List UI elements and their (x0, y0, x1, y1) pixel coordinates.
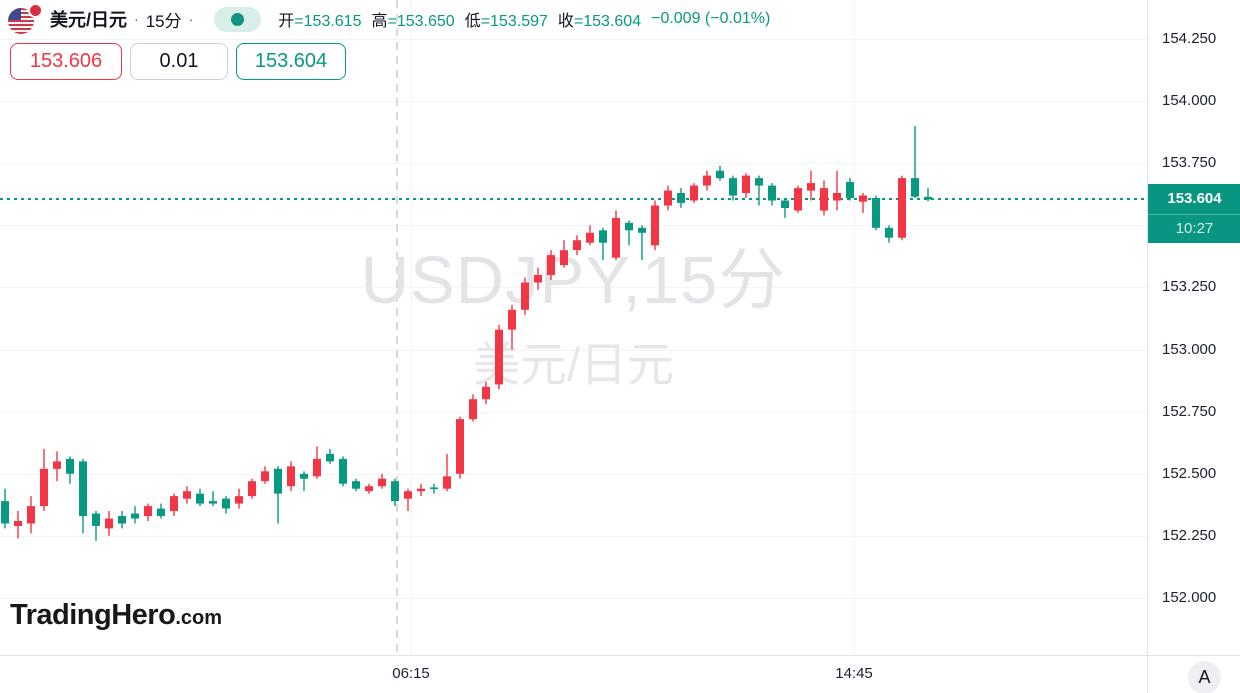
price-axis-label: 154.000 (1162, 92, 1217, 109)
gridline-vertical (411, 0, 412, 655)
buy-ask-button[interactable]: 153.604 (236, 43, 346, 80)
gridline-horizontal (0, 101, 1147, 102)
market-status-green-dot-icon (231, 12, 245, 26)
price-axis-label: 152.000 (1162, 589, 1217, 606)
candlestick-series (1, 126, 932, 541)
last-price-dotted-line (0, 198, 1147, 200)
ohlc-item: 高=153.650 (371, 13, 455, 30)
gridline-horizontal (0, 598, 1147, 599)
gridline-horizontal (0, 39, 1147, 40)
interval-label[interactable]: 15分 (145, 11, 182, 31)
ohlc-item: 收=153.604 (557, 13, 642, 30)
auto-scale-button[interactable]: A (1188, 661, 1221, 693)
price-axis-label: 153.750 (1162, 154, 1217, 171)
axis-corner-divider (1147, 656, 1148, 693)
last-price-value: 153.604 (1167, 190, 1222, 207)
usdjpy-pair-flag-icon (8, 3, 44, 34)
market-status-button[interactable] (214, 6, 262, 32)
gridline-horizontal (0, 350, 1147, 351)
price-axis-label: 152.250 (1162, 527, 1217, 544)
price-chart-pane[interactable]: USDJPY,15分 美元/日元 美元/日元 · 15分 · 开=153.615… (0, 0, 1147, 655)
ohlc-item: 低=153.597 (464, 13, 548, 30)
price-axis[interactable]: 153.604 10:27 154.250 154.000 153.750 153.2… (1147, 0, 1240, 655)
price-axis-label: 153.250 (1162, 278, 1217, 295)
jp-flag-icon (28, 3, 43, 18)
time-axis[interactable]: A 06:15 14:45 (0, 655, 1240, 693)
gridline-horizontal (0, 536, 1147, 537)
gridline-horizontal (0, 287, 1147, 288)
gridline-horizontal (0, 412, 1147, 413)
bid-ask-panel: 153.606 0.01 153.604 (10, 43, 346, 80)
chart-legend: 美元/日元 · 15分 · 开=153.615 高=153.650 低=153.59… (8, 3, 771, 34)
separator-dot: · (134, 11, 139, 27)
session-break-line (396, 0, 398, 655)
price-axis-label: 153.000 (1162, 341, 1217, 358)
tradinghero-logo: TradingHero .com (10, 599, 222, 632)
last-price-axis-label: 153.604 10:27 (1148, 184, 1240, 243)
change-value: −0.009 (−0.01%) (651, 10, 771, 27)
axis-corner: A (1147, 656, 1240, 693)
time-axis-label: 06:15 (392, 665, 430, 682)
price-axis-label: 154.250 (1162, 30, 1217, 47)
spread-value-box: 0.01 (130, 43, 228, 80)
time-axis-label: 14:45 (835, 665, 873, 682)
bar-countdown-timer: 10:27 (1148, 214, 1240, 243)
ohlc-values-row: 开=153.615 高=153.650 低=153.597 收=153.604 (278, 7, 651, 31)
separator-dot: · (188, 11, 194, 27)
symbol-title[interactable]: 美元/日元 (50, 10, 128, 30)
gridline-horizontal (0, 163, 1147, 164)
price-axis-label: 152.750 (1162, 403, 1217, 420)
gridline-horizontal (0, 474, 1147, 475)
gridline-horizontal (0, 225, 1147, 226)
gridline-vertical (854, 0, 855, 655)
sell-bid-button[interactable]: 153.606 (10, 43, 122, 80)
logo-tld-text: .com (175, 607, 222, 629)
logo-brand-text: TradingHero (10, 599, 176, 631)
price-axis-label: 152.500 (1162, 465, 1217, 482)
ohlc-item: 开=153.615 (278, 13, 362, 30)
